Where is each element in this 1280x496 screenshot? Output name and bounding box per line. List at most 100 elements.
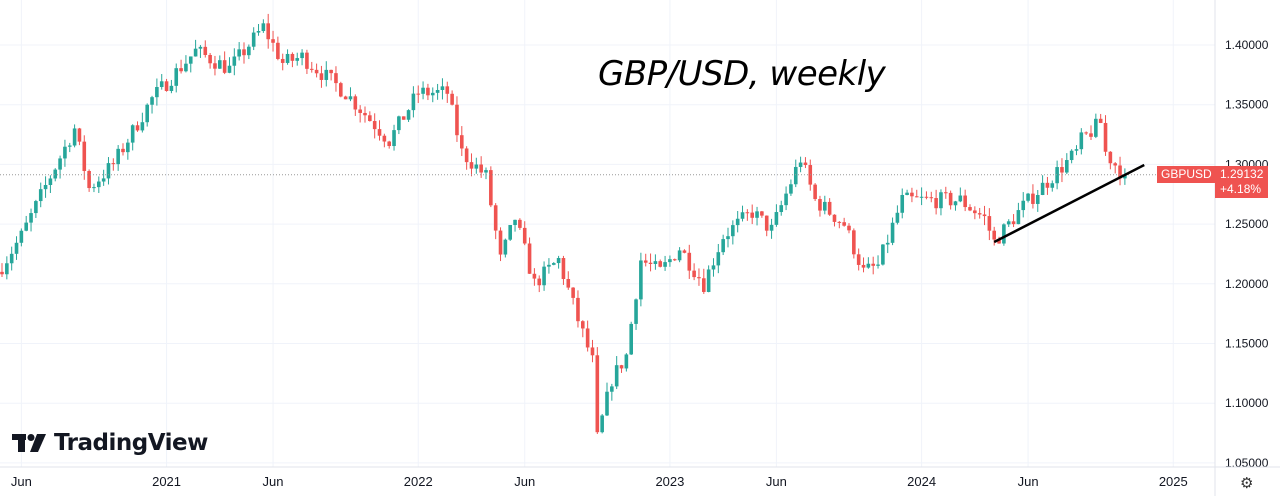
candle-body — [111, 163, 116, 165]
x-tick-label: 2025 — [1159, 474, 1188, 489]
candle-body — [595, 355, 600, 433]
candle-body — [731, 225, 735, 237]
candle-body — [1035, 195, 1040, 204]
candle-body — [566, 279, 571, 288]
candle-body — [130, 125, 135, 143]
candle-body — [184, 63, 188, 72]
candle-body — [1031, 193, 1035, 204]
candle-body — [813, 184, 817, 200]
candle-body — [924, 196, 929, 198]
candle-body — [532, 273, 537, 279]
candle-body — [271, 39, 275, 43]
candle-body — [280, 58, 285, 63]
candle-body — [895, 212, 900, 223]
trendline — [993, 163, 1145, 244]
candle-body — [871, 263, 875, 266]
candle-body — [547, 264, 551, 267]
candle-body — [440, 86, 445, 90]
candle-body — [900, 195, 905, 213]
candle-body — [305, 52, 309, 69]
candle-body — [706, 269, 711, 292]
symbol-tag: GBPUSD — [1157, 166, 1216, 183]
candle-body — [256, 31, 261, 33]
candle-body — [750, 212, 754, 218]
candle-body — [58, 158, 62, 170]
candle-body — [121, 148, 125, 153]
x-tick-label: 2022 — [404, 474, 433, 489]
candle-body — [48, 178, 53, 185]
y-tick-label: 1.05000 — [1225, 456, 1269, 470]
candle-body — [726, 236, 730, 240]
candle-body — [445, 86, 450, 94]
y-tick-label: 1.25000 — [1225, 217, 1269, 231]
candle-body — [585, 328, 590, 348]
candle-body — [827, 201, 832, 215]
candle-body — [426, 87, 430, 96]
candle-body — [300, 52, 304, 59]
candle-body — [1011, 221, 1016, 225]
candle-body — [92, 187, 96, 189]
candle-body — [866, 263, 871, 268]
candle-body — [43, 184, 48, 190]
candle-body — [624, 354, 629, 369]
candle-body — [934, 198, 938, 209]
candle-body — [910, 192, 914, 197]
candle-body — [87, 170, 91, 189]
gear-icon[interactable]: ⚙ — [1240, 475, 1254, 492]
candle-body — [324, 69, 329, 80]
candle-body — [658, 261, 663, 267]
candle-body — [856, 254, 861, 265]
candle-body — [218, 60, 222, 69]
candle-body — [542, 266, 546, 286]
candle-body — [145, 104, 149, 123]
candle-body — [973, 210, 977, 214]
candle-body — [1016, 210, 1021, 225]
candle-body — [948, 192, 953, 206]
candle-body — [474, 164, 479, 169]
candle-body — [905, 192, 909, 196]
candle-body — [397, 116, 401, 131]
x-tick-label: Jun — [514, 474, 535, 489]
candle-body — [944, 192, 948, 194]
candle-body — [116, 148, 120, 165]
candle-body — [339, 83, 343, 97]
price-tag: 1.29132 +4.18% — [1215, 166, 1269, 198]
y-tick-label: 1.35000 — [1225, 98, 1269, 112]
candle-body — [251, 32, 256, 47]
candle-body — [387, 141, 391, 147]
candle-body — [668, 259, 672, 263]
candle-body — [551, 263, 556, 265]
candle-body — [29, 213, 33, 223]
candle-body — [0, 271, 4, 275]
chart-title: GBP/USD, weekly — [598, 54, 886, 94]
candle-body — [697, 277, 701, 279]
tradingview-logo-icon — [12, 434, 46, 452]
candle-body — [992, 230, 996, 240]
candle-body — [164, 81, 169, 91]
candle-body — [193, 48, 198, 57]
candle-body — [1065, 160, 1069, 173]
candle-body — [600, 415, 604, 433]
candle-body — [469, 162, 474, 169]
candle-body — [392, 130, 396, 147]
candle-body — [571, 287, 575, 298]
candle-body — [977, 213, 982, 215]
candle-body — [1026, 193, 1030, 201]
candle-body — [1055, 167, 1059, 184]
candle-body — [227, 65, 232, 73]
candle-body — [319, 73, 324, 80]
candle-body — [1074, 149, 1079, 151]
price-change: +4.18% — [1220, 182, 1262, 196]
candle-body — [861, 264, 866, 268]
candle-body — [368, 115, 372, 122]
candle-body — [198, 46, 203, 49]
candle-body — [460, 135, 464, 149]
candle-body — [450, 93, 454, 105]
candle-body — [702, 278, 706, 292]
candle-body — [634, 299, 638, 324]
candle-body — [372, 121, 377, 130]
candle-body — [34, 201, 38, 214]
y-tick-label: 1.10000 — [1225, 396, 1269, 410]
candle-body — [764, 215, 769, 231]
